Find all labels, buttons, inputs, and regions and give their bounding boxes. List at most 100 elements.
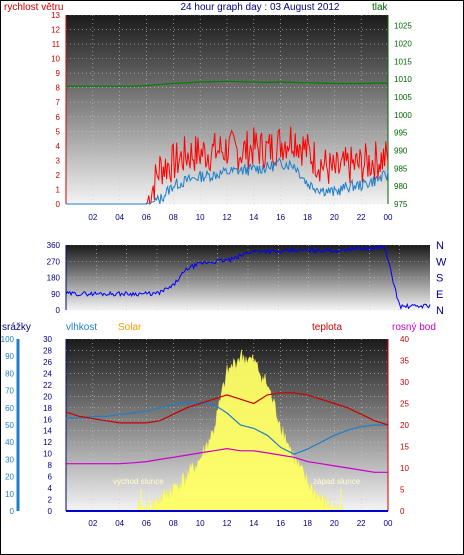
direction-compass-label: N xyxy=(436,305,444,317)
direction-tick-label: 0 xyxy=(56,306,61,315)
pressure-tick-label: 990 xyxy=(394,147,408,156)
pressure-tick-label: 995 xyxy=(394,129,408,138)
rain-tick-label: 100 xyxy=(1,335,15,344)
climate-x-tick-label: 10 xyxy=(196,519,205,528)
rain-tick-label: 80 xyxy=(5,369,14,378)
climate-x-tick-label: 04 xyxy=(115,519,124,528)
climate-x-tick-label: 02 xyxy=(88,519,97,528)
solar-tick-label: 26 xyxy=(43,358,52,367)
wind-tick-label: 10 xyxy=(51,55,60,64)
climate-x-tick-label: 22 xyxy=(357,519,366,528)
wind-x-tick-label: 14 xyxy=(249,213,258,222)
solar-tick-label: 18 xyxy=(43,404,52,413)
pressure-tick-label: 1015 xyxy=(394,57,412,66)
wind-x-tick-label: 02 xyxy=(88,213,97,222)
climate-x-tick-label: 12 xyxy=(223,519,232,528)
solar-tick-label: 6 xyxy=(48,473,53,482)
humidity-series xyxy=(66,402,388,455)
climate-x-tick-label: 08 xyxy=(169,519,178,528)
direction-tick-label: 180 xyxy=(47,274,61,283)
sunrise-annotation: východ slunce xyxy=(113,477,164,486)
temperature-tick-label: 30 xyxy=(400,378,409,387)
wind-tick-label: 13 xyxy=(51,11,60,20)
rain-tick-label: 90 xyxy=(5,352,14,361)
pressure-tick-label: 1010 xyxy=(394,75,412,84)
temperature-tick-label: 25 xyxy=(400,400,409,409)
solar-tick-label: 8 xyxy=(48,461,53,470)
pressure-series xyxy=(66,80,388,87)
tick-labels: 0123456789101112139759809859909951000100… xyxy=(1,11,447,528)
climate-x-tick-label: 18 xyxy=(303,519,312,528)
dewpoint-series xyxy=(66,447,388,473)
solar-tick-label: 10 xyxy=(43,450,52,459)
climate-x-tick-label: 20 xyxy=(330,519,339,528)
pressure-tick-label: 975 xyxy=(394,200,408,209)
pressure-axis-label: tlak xyxy=(372,2,389,13)
solar-tick-label: 12 xyxy=(43,438,52,447)
wind-x-tick-label: 06 xyxy=(142,213,151,222)
solar-tick-label: 30 xyxy=(43,335,52,344)
solar-tick-label: 14 xyxy=(43,427,52,436)
sunset-annotation: západ slunce xyxy=(313,477,361,486)
rain-tick-label: 10 xyxy=(5,490,14,499)
rain-tick-label: 60 xyxy=(5,404,14,413)
solar-tick-label: 2 xyxy=(48,496,53,505)
wind-tick-label: 7 xyxy=(56,98,61,107)
rain-tick-label: 40 xyxy=(5,438,14,447)
wind-tick-label: 2 xyxy=(56,171,61,180)
wind-tick-label: 9 xyxy=(56,69,61,78)
wind-x-tick-label: 12 xyxy=(223,213,232,222)
pressure-tick-label: 1000 xyxy=(394,111,412,120)
wind-direction-series xyxy=(65,244,431,310)
solar-tick-label: 0 xyxy=(48,507,53,516)
direction-compass-label: W xyxy=(436,256,447,268)
dewpoint-label: rosný bod xyxy=(392,322,436,333)
pressure-tick-label: 1025 xyxy=(394,22,412,31)
wind-axis-label: rychlost větru xyxy=(4,2,63,13)
wind-x-tick-label: 00 xyxy=(384,213,393,222)
temperature-tick-label: 10 xyxy=(400,464,409,473)
wind-tick-label: 6 xyxy=(56,113,61,122)
rain-label: srážky xyxy=(2,322,31,333)
climate-x-tick-label: 06 xyxy=(142,519,151,528)
wind-tick-label: 4 xyxy=(56,142,61,151)
rain-tick-label: 20 xyxy=(5,473,14,482)
solar-tick-label: 28 xyxy=(43,346,52,355)
solar-tick-label: 22 xyxy=(43,381,52,390)
direction-tick-label: 90 xyxy=(51,290,60,299)
solar-label: Solar xyxy=(118,322,142,333)
wind-tick-label: 3 xyxy=(56,156,61,165)
temperature-tick-label: 5 xyxy=(400,486,405,495)
wind-x-tick-label: 08 xyxy=(169,213,178,222)
wind-x-tick-label: 22 xyxy=(357,213,366,222)
wind-x-tick-label: 18 xyxy=(303,213,312,222)
wind-x-tick-label: 16 xyxy=(276,213,285,222)
wind-tick-label: 12 xyxy=(51,26,60,35)
chart-marks xyxy=(16,15,431,512)
direction-compass-label: N xyxy=(436,240,444,252)
wind-tick-label: 5 xyxy=(56,127,61,136)
direction-compass-label: E xyxy=(436,289,443,301)
pressure-tick-label: 1005 xyxy=(394,93,412,102)
direction-tick-label: 270 xyxy=(47,257,61,266)
climate-x-tick-label: 14 xyxy=(249,519,258,528)
temperature-tick-label: 35 xyxy=(400,357,409,366)
rain-tick-label: 70 xyxy=(5,387,14,396)
solar-tick-label: 4 xyxy=(48,484,53,493)
pressure-tick-label: 1020 xyxy=(394,40,412,49)
temperature-series xyxy=(65,392,389,426)
solar-tick-label: 16 xyxy=(43,415,52,424)
chart-title: 24 hour graph day : 03 August 2012 xyxy=(180,2,339,13)
temperature-label: teplota xyxy=(312,322,342,333)
temperature-tick-label: 0 xyxy=(400,507,405,516)
solar-tick-label: 20 xyxy=(43,392,52,401)
wind-average-series xyxy=(66,157,389,205)
rain-tick-label: 50 xyxy=(5,421,14,430)
wind-tick-label: 0 xyxy=(56,200,61,209)
temperature-tick-label: 20 xyxy=(400,421,409,430)
wind-tick-label: 11 xyxy=(52,40,61,49)
pressure-tick-label: 985 xyxy=(394,164,408,173)
temperature-tick-label: 40 xyxy=(400,335,409,344)
rain-tick-label: 0 xyxy=(10,507,15,516)
